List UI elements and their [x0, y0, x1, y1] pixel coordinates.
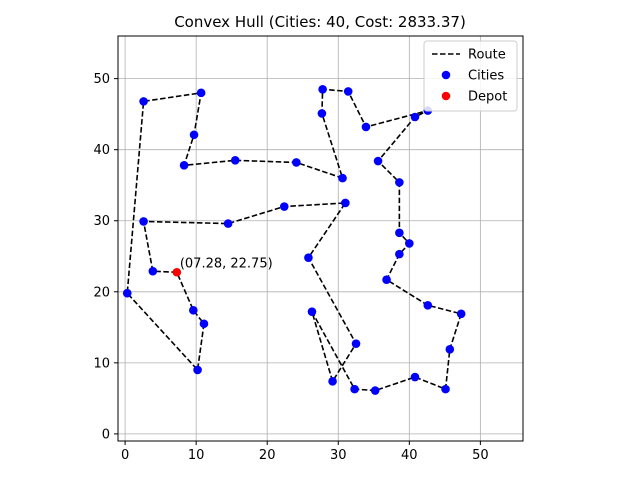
y-tick-label: 20 — [93, 285, 110, 300]
x-tick-label: 50 — [472, 448, 489, 463]
city-point — [139, 97, 148, 106]
city-point — [395, 178, 404, 187]
x-tick-label: 30 — [330, 448, 347, 463]
x-tick-label: 40 — [401, 448, 418, 463]
city-point — [304, 253, 313, 262]
city-point — [341, 198, 350, 208]
axis-ticks: 0 10 20 30 40 50 0 10 20 30 40 50 — [93, 72, 488, 463]
city-point — [441, 384, 450, 394]
city-point — [328, 377, 337, 386]
city-point — [405, 239, 414, 248]
city-point — [423, 300, 433, 310]
city-point — [148, 266, 158, 276]
city-point — [338, 173, 347, 183]
depot-label: (07.28, 22.75) — [180, 256, 273, 271]
y-tick-label: 40 — [93, 143, 110, 158]
city-point — [395, 228, 404, 238]
city-point — [317, 109, 327, 118]
y-tick-label: 50 — [93, 72, 110, 87]
depot-point — [172, 267, 182, 277]
city-point — [307, 307, 317, 316]
x-tick-label: 20 — [259, 448, 276, 463]
city-point — [199, 319, 209, 329]
depot — [172, 267, 182, 277]
x-tick-label: 10 — [188, 448, 205, 463]
city-point — [196, 88, 206, 98]
city-point — [279, 202, 289, 211]
city-point — [223, 219, 233, 228]
city-point — [292, 158, 301, 167]
cities — [122, 84, 466, 395]
city-point — [193, 365, 202, 375]
legend: Route Cities Depot — [423, 40, 518, 112]
depot-annotation: (07.28, 22.75) — [180, 256, 273, 271]
city-point — [350, 384, 359, 394]
legend-depot-swatch — [441, 91, 451, 101]
city-point — [189, 305, 198, 315]
city-point — [373, 156, 383, 166]
city-point — [456, 309, 466, 319]
legend-depot-label: Depot — [468, 90, 507, 105]
city-point — [445, 345, 455, 354]
city-point — [343, 87, 353, 96]
y-tick-label: 30 — [93, 214, 110, 229]
city-point — [395, 249, 404, 259]
city-point — [189, 130, 199, 140]
city-point — [370, 386, 380, 395]
city-point — [382, 275, 391, 285]
city-point — [122, 288, 132, 298]
legend-cities-label: Cities — [468, 69, 504, 84]
city-point — [410, 112, 420, 122]
city-point — [230, 156, 240, 165]
city-point — [179, 161, 189, 170]
y-tick-label: 0 — [102, 427, 110, 442]
city-point — [361, 122, 371, 132]
y-tick-label: 10 — [93, 356, 110, 371]
city-point — [139, 217, 148, 226]
city-point — [351, 339, 361, 348]
city-point — [410, 372, 420, 382]
legend-cities-swatch — [441, 70, 451, 80]
city-point — [318, 84, 327, 94]
legend-route-label: Route — [468, 48, 506, 63]
x-tick-label: 0 — [121, 448, 129, 463]
chart-title: Convex Hull (Cities: 40, Cost: 2833.37) — [174, 13, 466, 31]
plot-frame — [117, 35, 524, 442]
